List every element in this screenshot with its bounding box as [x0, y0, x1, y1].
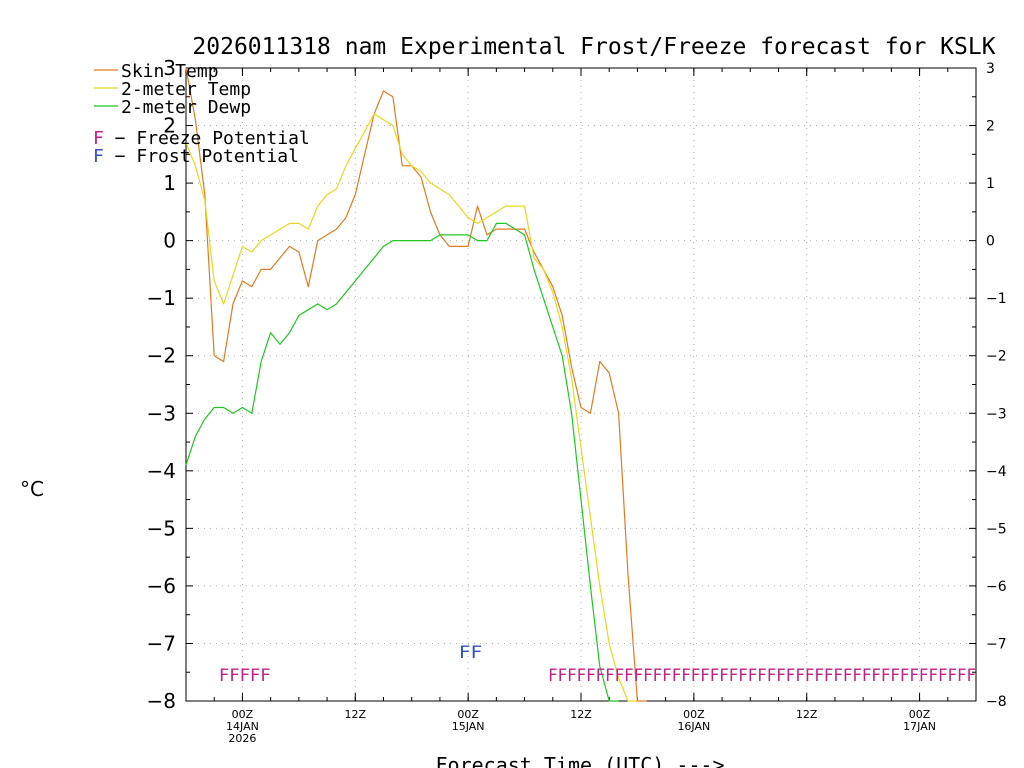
potential-markers: FFFFFFFFFFFFFFFFFFFFFFFFFFFFFFFFFFFFFFFF…	[219, 643, 976, 686]
y-tick-label-right: 1	[986, 176, 995, 192]
legend-label: Skin Temp	[121, 61, 219, 82]
x-tick-label: 12Z	[345, 708, 367, 721]
x-axis-label: Forecast Time (UTC) --->	[436, 753, 725, 768]
x-tick-label: 14JAN	[226, 720, 259, 733]
chart-title: 2026011318 nam Experimental Frost/Freeze…	[192, 34, 995, 60]
y-axis-label: °C	[20, 477, 44, 501]
legend-symbol-label: − Frost Potential	[104, 146, 299, 167]
x-tick-label: 12Z	[796, 708, 818, 721]
y-tick-label-right: −3	[986, 406, 1007, 422]
x-tick-label: 15JAN	[452, 720, 485, 733]
legend-label: 2-meter Temp	[121, 79, 251, 100]
y-tick-label-left: −6	[147, 574, 176, 598]
legend-symbol: F	[93, 128, 104, 149]
y-tick-label-left: −7	[147, 631, 176, 655]
grid	[186, 68, 976, 701]
x-tick-label: 12Z	[570, 708, 592, 721]
y-tick-label-left: 3	[163, 56, 176, 80]
y-tick-label-left: −1	[147, 286, 176, 310]
potential-marker-run: FF	[459, 643, 483, 663]
legend-symbol-entry: F − Freeze Potential	[93, 128, 310, 149]
x-tick-label: 17JAN	[903, 720, 936, 733]
y-tick-label-right: −2	[986, 349, 1007, 365]
x-tick-label: 00Z	[683, 708, 705, 721]
y-tick-label-right: −4	[986, 464, 1007, 480]
potential-marker-run: FFFFFFFFFFFFFFFFFFFFFFFFFFFFFFFFFFFFFFFF…	[548, 666, 976, 686]
series-lines	[185, 67, 647, 702]
legend-symbol-entry: F − Frost Potential	[93, 146, 299, 167]
y-tick-label-right: −6	[986, 579, 1007, 595]
y-tick-label-right: −7	[986, 636, 1007, 652]
y-tick-label-left: 0	[163, 229, 176, 253]
axes: 3 3 2 2 1 1 0 0 −1 −1 −2 −2 −3 −3 −4 −4 −5 −5 −6 −6 −7 −7 −8 −8…	[147, 56, 1007, 745]
x-tick-label: 00Z	[232, 708, 254, 721]
y-tick-label-right: −1	[986, 291, 1007, 307]
x-tick-label: 2026	[228, 732, 256, 745]
y-tick-label-left: −8	[147, 689, 176, 713]
plot-frame	[185, 67, 977, 702]
series-skin-temp	[185, 67, 647, 702]
y-tick-label-left: −5	[147, 516, 176, 540]
series-2-meter-dewp	[185, 222, 619, 702]
series-2-meter-temp	[185, 113, 638, 702]
legend-label: 2-meter Dewp	[121, 97, 251, 118]
y-tick-label-right: 3	[986, 61, 995, 77]
potential-marker-run: FFFFF	[219, 666, 271, 686]
y-tick-label-left: −2	[147, 344, 176, 368]
y-tick-label-left: −3	[147, 401, 176, 425]
legend-symbol-label: − Freeze Potential	[104, 128, 310, 149]
y-tick-label-right: 0	[986, 234, 995, 250]
x-tick-label: 00Z	[457, 708, 479, 721]
y-tick-label-left: −4	[147, 459, 176, 483]
x-tick-label: 16JAN	[677, 720, 710, 733]
legend-symbol: F	[93, 146, 104, 167]
y-tick-label-left: 1	[163, 171, 176, 195]
y-tick-label-right: 2	[986, 119, 995, 135]
x-tick-label: 00Z	[909, 708, 931, 721]
y-tick-label-left: 2	[163, 114, 176, 138]
y-tick-label-right: −5	[986, 521, 1007, 537]
y-tick-label-right: −8	[986, 694, 1007, 710]
